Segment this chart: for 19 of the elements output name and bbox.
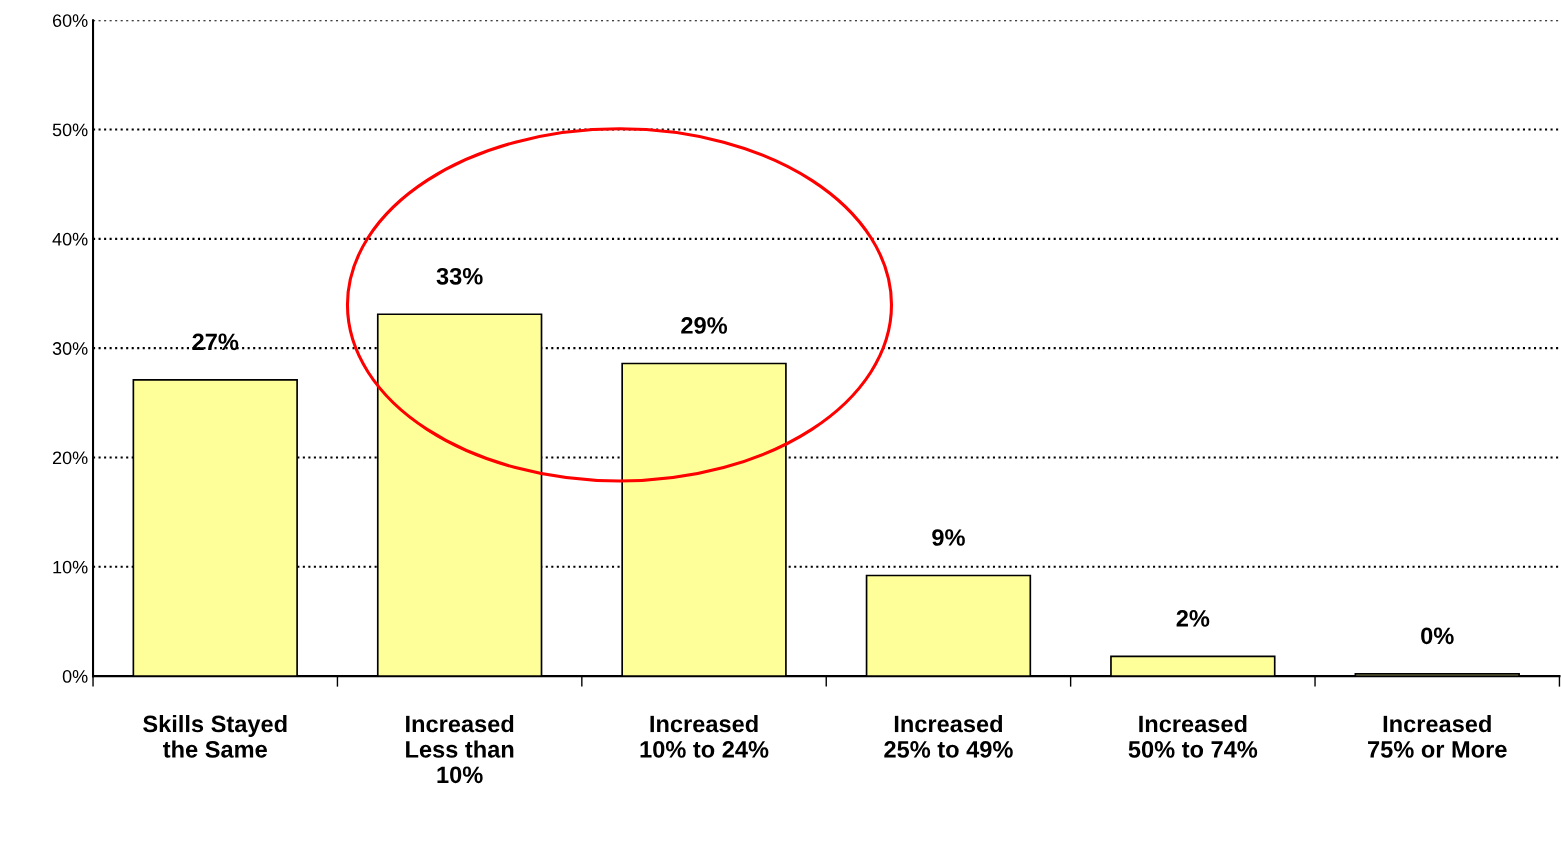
data-label: 29%: [681, 317, 728, 334]
y-tick-label: 0%: [62, 670, 88, 683]
y-tick-label: 60%: [52, 14, 88, 27]
x-tick-label: Increased Less than 10%: [406, 714, 514, 784]
x-tick-label: Increased 25% to 49%: [884, 714, 1013, 758]
x-tick-label: Increased 10% to 24%: [640, 714, 769, 758]
x-tick-label: Increased 75% or More: [1368, 714, 1507, 758]
data-label: 9%: [932, 529, 965, 546]
y-tick-label: 10%: [53, 560, 88, 574]
y-tick-label: 40%: [52, 232, 88, 246]
data-label: 27%: [192, 333, 239, 351]
data-label: 0%: [1421, 627, 1454, 645]
x-tick-label: Increased 50% to 74%: [1128, 714, 1258, 758]
data-label: 33%: [436, 267, 483, 285]
y-tick-label: 50%: [52, 123, 88, 137]
y-tick-label: 20%: [52, 451, 88, 465]
x-tick-label: Skills Stayed the Same: [143, 714, 287, 758]
y-tick-label: 30%: [52, 342, 88, 355]
data-label: 2%: [1176, 610, 1210, 627]
